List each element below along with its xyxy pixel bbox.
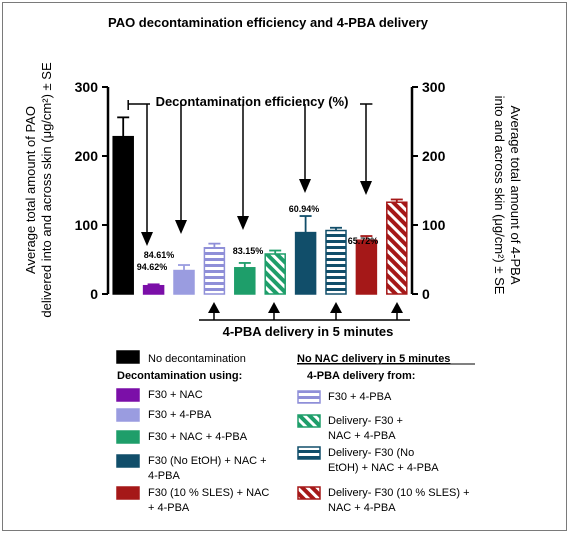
bar bbox=[264, 253, 286, 295]
legend-label: F30 + 4-PBA bbox=[148, 409, 212, 421]
y-tick-label-left: 200 bbox=[75, 148, 99, 164]
legend-label: + 4-PBA bbox=[148, 502, 190, 514]
y-tick-label-left: 0 bbox=[90, 286, 98, 302]
efficiency-label: 94.62% bbox=[137, 262, 168, 272]
legend-swatch bbox=[116, 430, 140, 444]
bar bbox=[386, 201, 408, 295]
bar bbox=[294, 231, 317, 295]
legend-label: EtOH) + NAC + 4-PBA bbox=[328, 462, 439, 474]
efficiency-label: 83.15% bbox=[233, 246, 264, 256]
legend-label: Delivery- F30 (10 % SLES) + bbox=[328, 487, 470, 499]
legend-label: F30 + NAC bbox=[148, 389, 203, 401]
legend-label: NAC + 4-PBA bbox=[328, 502, 396, 514]
legend-swatch bbox=[297, 414, 321, 428]
y-tick-label-right: 100 bbox=[422, 217, 446, 233]
bar bbox=[234, 267, 256, 295]
efficiency-label: 84.61% bbox=[144, 250, 175, 260]
legend-swatch bbox=[116, 388, 140, 402]
legend-swatch bbox=[297, 446, 321, 460]
figure-frame bbox=[2, 2, 567, 531]
legend-swatch bbox=[116, 454, 140, 468]
legend-swatch bbox=[116, 350, 140, 364]
y-axis-title-left: delivered into and across skin (μg/cm²) … bbox=[39, 62, 54, 318]
efficiency-arrowhead bbox=[360, 181, 372, 195]
legend-header: No NAC delivery in 5 minutes bbox=[297, 353, 450, 365]
plot-area: 0 0 100 100 200 200 300 300 Average total amount… bbox=[23, 62, 523, 339]
legend-swatch bbox=[116, 408, 140, 422]
legend-swatch bbox=[297, 486, 321, 500]
delivery-arrowhead bbox=[268, 302, 280, 313]
delivery-title: 4-PBA delivery in 5 minutes bbox=[223, 324, 394, 339]
legend-label: 4-PBA bbox=[148, 470, 180, 482]
bar bbox=[325, 229, 347, 295]
legend: No decontamination Decontamination using:… bbox=[116, 350, 475, 514]
delivery-arrowhead bbox=[391, 302, 403, 313]
chart-title: PAO decontamination efficiency and 4-PBA… bbox=[108, 15, 429, 30]
legend-swatch bbox=[116, 486, 140, 500]
efficiency-title: Decontamination efficiency (%) bbox=[156, 94, 349, 109]
bar bbox=[142, 284, 165, 295]
y-axis-title-left: Average total amount of PAO bbox=[23, 106, 38, 274]
legend-label: F30 + 4-PBA bbox=[328, 391, 392, 403]
bar bbox=[112, 135, 134, 295]
legend-label: Delivery- F30 (No bbox=[328, 447, 414, 459]
legend-label: NAC + 4-PBA bbox=[328, 430, 396, 442]
efficiency-arrowhead bbox=[237, 216, 249, 230]
legend-label: F30 (10 % SLES) + NAC bbox=[148, 487, 269, 499]
legend-header: 4-PBA delivery from: bbox=[307, 370, 415, 382]
efficiency-label: 60.94% bbox=[289, 204, 320, 214]
y-tick-label-right: 0 bbox=[422, 286, 430, 302]
y-tick-label-right: 200 bbox=[422, 148, 446, 164]
bar bbox=[203, 247, 226, 295]
delivery-arrowhead bbox=[208, 302, 220, 313]
bar bbox=[355, 239, 378, 295]
efficiency-label: 65.72% bbox=[348, 236, 379, 246]
delivery-arrowhead bbox=[330, 302, 342, 313]
y-tick-label-left: 100 bbox=[75, 217, 99, 233]
legend-label: Delivery- F30 + bbox=[328, 415, 403, 427]
efficiency-arrowhead bbox=[141, 232, 153, 246]
y-axis-title-right: into and across skin (μg/cm²) ± SE bbox=[492, 96, 507, 295]
legend-label: F30 (No EtOH) + NAC + bbox=[148, 455, 267, 467]
efficiency-arrowhead bbox=[299, 179, 311, 193]
bar bbox=[173, 269, 195, 295]
efficiency-title-bg bbox=[150, 91, 360, 109]
legend-label: F30 + NAC + 4-PBA bbox=[148, 431, 248, 443]
y-axis-title-right: Average total amount of 4-PBA bbox=[508, 106, 523, 285]
legend-label: No decontamination bbox=[148, 353, 246, 365]
legend-header: Decontamination using: bbox=[117, 370, 242, 382]
y-tick-label-right: 300 bbox=[422, 79, 446, 95]
legend-swatch bbox=[297, 390, 321, 404]
y-tick-label-left: 300 bbox=[75, 79, 99, 95]
efficiency-arrowhead bbox=[175, 220, 187, 234]
